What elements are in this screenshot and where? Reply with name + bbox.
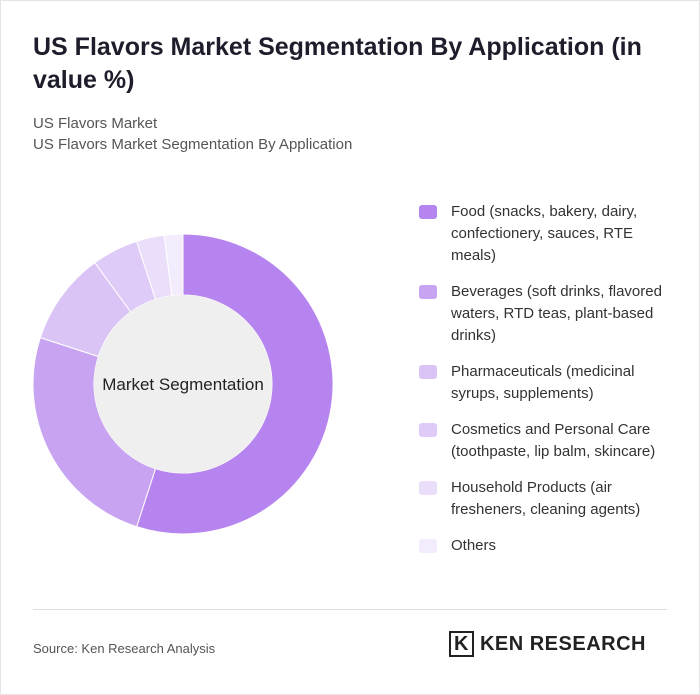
legend-item: Others (419, 535, 679, 557)
legend: Food (snacks, bakery, dairy, confectione… (419, 201, 679, 571)
subtitle: US Flavors Market Segmentation By Applic… (33, 136, 353, 153)
subtitle: US Flavors Market (33, 115, 158, 132)
legend-label: Food (snacks, bakery, dairy, confectione… (451, 203, 638, 264)
legend-label: Beverages (soft drinks, flavored waters,… (451, 283, 662, 344)
brand-logo: K KEN RESEARCH (449, 631, 646, 657)
source: Source: Ken Research Analysis (33, 641, 216, 656)
donut-slice (32, 337, 157, 528)
legend-swatch (419, 539, 437, 553)
legend-item: Pharmaceuticals (medicinal syrups, suppl… (419, 361, 679, 405)
center-label: Market Segmentation (102, 375, 264, 394)
legend-item: Cosmetics and Personal Care (toothpaste,… (419, 419, 679, 463)
legend-swatch (419, 481, 437, 495)
legend-item: Beverages (soft drinks, flavored waters,… (419, 281, 679, 347)
legend-label: Pharmaceuticals (medicinal syrups, suppl… (451, 363, 635, 402)
legend-swatch (419, 285, 437, 299)
divider (33, 609, 667, 610)
legend-label: Others (451, 537, 497, 554)
legend-item: Food (snacks, bakery, dairy, confectione… (419, 201, 679, 267)
legend-label: Cosmetics and Personal Care (toothpaste,… (451, 421, 656, 460)
center-disc (94, 295, 272, 473)
legend-label: Household Products (air fresheners, clea… (451, 479, 641, 518)
legend-swatch (419, 205, 437, 219)
legend-swatch (419, 423, 437, 437)
donut-chart: Market Segmentation (32, 233, 334, 535)
legend-swatch (419, 365, 437, 379)
chart-title: US Flavors Market Segmentation By Applic… (33, 33, 642, 94)
brand-name: KEN RESEARCH (479, 633, 646, 655)
legend-item: Household Products (air fresheners, clea… (419, 477, 679, 521)
